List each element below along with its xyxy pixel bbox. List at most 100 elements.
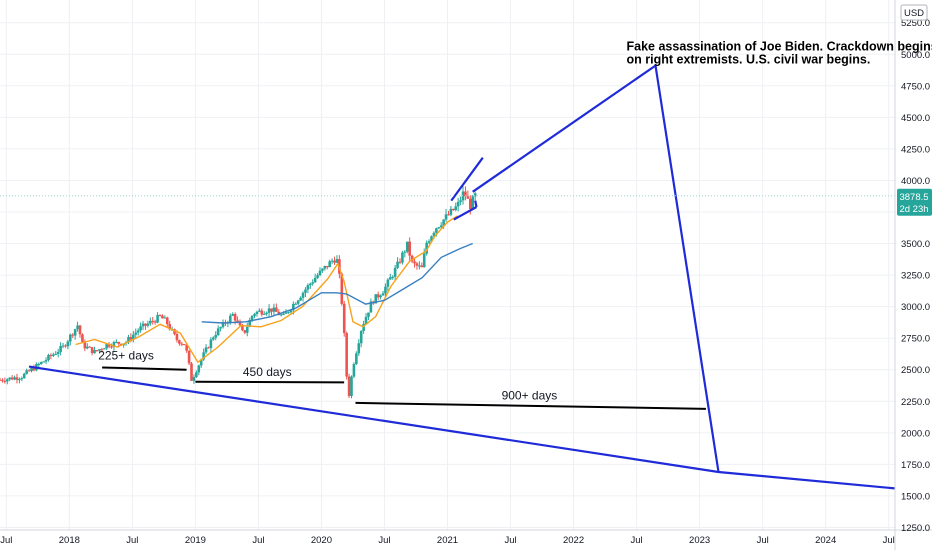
y-tick-label: 2500.0 <box>901 365 930 376</box>
candle-body <box>304 289 307 293</box>
y-tick-label: 2750.0 <box>901 334 930 345</box>
y-tick-label: 4750.0 <box>901 81 930 92</box>
candle-body <box>59 345 62 352</box>
candle-body <box>294 303 298 305</box>
candle-body <box>466 196 470 199</box>
candle-body <box>10 377 14 380</box>
currency-label: USD <box>904 8 924 19</box>
countdown-label: 2d 23h <box>899 204 928 215</box>
x-tick-label: Jul <box>883 535 895 546</box>
candle-body <box>405 241 409 252</box>
candle-body <box>212 337 215 340</box>
candle-body <box>413 261 416 264</box>
candle-body <box>340 273 344 304</box>
candle-body <box>71 334 75 336</box>
candle-body <box>5 379 9 382</box>
candle-body <box>202 352 205 360</box>
x-tick-label: Jul <box>631 535 643 546</box>
candle-body <box>442 219 445 226</box>
candle-body <box>267 308 271 313</box>
candle-body <box>219 327 222 329</box>
candle-body <box>192 376 196 381</box>
candle-body <box>299 297 302 301</box>
candle-body <box>393 267 397 277</box>
candle-body <box>381 293 385 296</box>
candle-body <box>139 326 142 331</box>
y-tick-label: 4000.0 <box>901 176 930 187</box>
candle-body <box>83 342 87 349</box>
candle-body <box>233 313 237 321</box>
candle-body <box>148 320 152 324</box>
candle-body <box>459 200 462 202</box>
candle-body <box>250 315 254 321</box>
candle-body <box>335 259 339 263</box>
y-tick-label: 1500.0 <box>901 491 930 502</box>
candle-body <box>384 286 387 294</box>
candle-body <box>44 359 48 362</box>
candle-body <box>464 191 467 197</box>
last-price-badge <box>897 188 932 216</box>
last-price-value: 3878.5 <box>899 192 928 203</box>
candle-body <box>376 294 380 298</box>
candle-body <box>66 341 70 347</box>
candle-body <box>289 310 293 313</box>
moving-average-line <box>75 215 458 364</box>
candle-body <box>73 329 77 336</box>
candle-body <box>418 265 421 267</box>
candle-body <box>95 350 99 352</box>
projection-line <box>472 63 720 473</box>
candle-body <box>437 227 441 229</box>
drawings <box>28 63 896 490</box>
candle-body <box>333 260 336 263</box>
candle-body <box>262 313 266 315</box>
candle-body <box>258 310 261 312</box>
candle-body <box>156 314 159 323</box>
duration-segment <box>102 366 187 371</box>
candle-body <box>93 350 96 354</box>
candle-body <box>173 329 176 334</box>
y-tick-label: 3500.0 <box>901 239 930 250</box>
candle-body <box>185 344 188 351</box>
candle-body <box>146 323 150 326</box>
candle-body <box>178 340 181 344</box>
candle-body <box>236 320 239 322</box>
candle-body <box>129 337 133 340</box>
candle-body <box>318 270 322 276</box>
candle-body <box>415 263 419 266</box>
candle-body <box>209 339 213 349</box>
candle-body <box>238 321 242 326</box>
candle-body <box>52 354 55 356</box>
candle-body <box>102 348 106 350</box>
candle-body <box>328 261 331 268</box>
candle-body <box>81 334 84 343</box>
candle-body <box>241 325 244 331</box>
candle-body <box>27 370 31 372</box>
candle-body <box>13 377 16 380</box>
candle-body <box>362 323 365 332</box>
candle-body <box>432 232 436 237</box>
candle-body <box>355 353 358 365</box>
candle-body <box>454 206 458 211</box>
candle-body <box>115 341 118 343</box>
x-tick-label: Jul <box>504 535 516 546</box>
candle-body <box>420 265 424 268</box>
candle-body <box>323 265 327 269</box>
candle-body <box>301 292 305 298</box>
candle-body <box>117 341 121 344</box>
candle-body <box>325 265 329 268</box>
x-tick-label: 2022 <box>563 535 584 546</box>
candle-body <box>37 364 41 366</box>
candle-body <box>316 275 319 278</box>
candle-body <box>61 345 65 347</box>
candle-body <box>42 361 45 363</box>
candle-body <box>452 208 455 211</box>
candle-body <box>195 372 198 377</box>
y-tick-label: 3250.0 <box>901 271 930 282</box>
candle-body <box>352 364 356 377</box>
projection-line <box>28 365 896 490</box>
candle-body <box>461 191 465 201</box>
candle-body <box>180 343 184 345</box>
candle-body <box>76 325 79 330</box>
candle-body <box>32 368 36 371</box>
